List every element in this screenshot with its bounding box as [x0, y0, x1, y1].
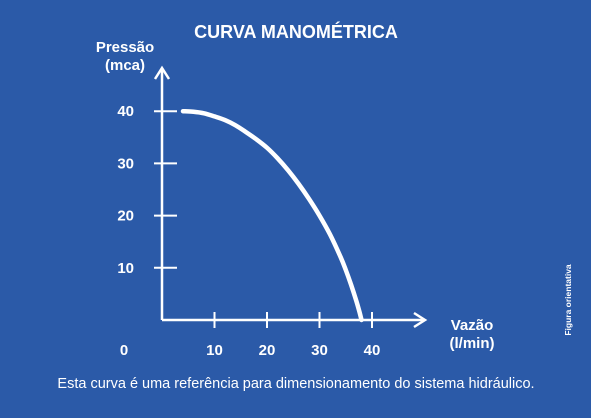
x-tick-label: 20 — [259, 342, 276, 359]
x-axis-label-line2: (l/min) — [450, 335, 495, 352]
x-tick-label: 10 — [206, 342, 223, 359]
x-axis-arrow — [413, 311, 428, 329]
x-tick-label: 40 — [364, 342, 381, 359]
y-tick-label: 40 — [117, 103, 134, 120]
y-tick-label: 30 — [117, 155, 134, 172]
y-tick-label: 10 — [117, 260, 134, 277]
y-axis: 10 20 30 40 — [117, 65, 177, 320]
chart-title: CURVA MANOMÉTRICA — [194, 21, 398, 42]
x-axis: 10 20 30 40 — [162, 311, 428, 359]
series-group — [180, 108, 364, 323]
origin-label: 0 — [120, 342, 128, 359]
y-tick-label: 20 — [117, 208, 134, 225]
x-tick-label: 30 — [311, 342, 328, 359]
pressure-curve-line — [180, 108, 364, 323]
side-note-text: Figura orientativa — [563, 264, 573, 336]
y-axis-arrow — [153, 65, 171, 80]
y-axis-label-line2: (mca) — [105, 57, 145, 74]
caption-text: Esta curva é uma referência para dimensi… — [57, 376, 534, 392]
x-axis-label-line1: Vazão — [451, 317, 494, 334]
y-axis-label-line1: Pressão — [96, 39, 154, 56]
